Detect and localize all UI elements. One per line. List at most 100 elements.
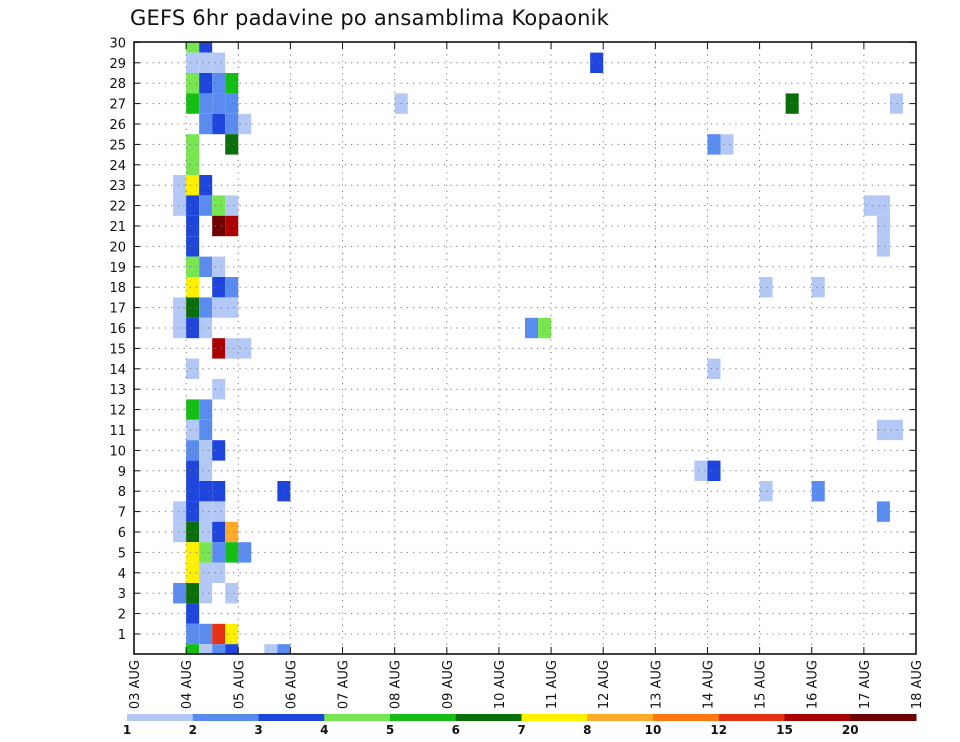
y-tick-label: 7: [118, 506, 126, 521]
y-tick-label: 6: [118, 526, 126, 541]
heatmap-cell: [212, 113, 226, 135]
heatmap-cell: [186, 236, 200, 257]
x-tick-label: 15 AUG: [754, 660, 769, 709]
heatmap-cell: [199, 562, 213, 583]
heatmap-cell: [199, 175, 213, 196]
y-tick-label: 20: [109, 240, 126, 255]
legend-label: 12: [710, 723, 727, 737]
legend-label: 10: [645, 723, 662, 737]
heatmap-cell: [889, 419, 903, 441]
y-tick-label: 1: [118, 628, 126, 643]
legend-swatch: [258, 714, 325, 721]
y-tick-label: 29: [109, 57, 126, 72]
legend-swatch: [390, 714, 457, 721]
heatmap-cell: [212, 338, 226, 359]
heatmap-cell: [186, 644, 200, 654]
heatmap-cell: [225, 277, 239, 298]
x-tick-label: 10 AUG: [493, 660, 508, 709]
y-tick-label: 18: [109, 281, 126, 296]
heatmap-cell: [186, 358, 200, 379]
heatmap-cell: [186, 481, 200, 502]
heatmap-cell: [199, 195, 213, 216]
legend-swatch: [784, 714, 851, 721]
heatmap-cell: [212, 521, 226, 543]
x-tick-label: 14 AUG: [701, 660, 716, 709]
heatmap-cell: [212, 481, 226, 502]
heatmap-cell: [186, 256, 200, 277]
heatmap-cell: [238, 113, 252, 135]
heatmap-cell: [186, 440, 200, 461]
heatmap-cell: [199, 73, 213, 94]
heatmap-cell: [186, 297, 200, 318]
heatmap-cell: [863, 195, 877, 216]
x-tick-label: 16 AUG: [806, 660, 821, 709]
y-tick-label: 24: [109, 159, 126, 174]
heatmap-cell: [264, 644, 278, 654]
x-tick-label: 11 AUG: [545, 660, 560, 709]
grid-lines: [134, 42, 916, 654]
legend-swatch: [521, 714, 588, 721]
heatmap-cells: [173, 42, 903, 654]
heatmap-cell: [186, 52, 200, 73]
y-tick-label: 15: [109, 342, 126, 357]
heatmap-cell: [186, 73, 200, 94]
heatmap-cell: [186, 419, 200, 441]
legend-swatch: [127, 714, 194, 721]
y-tick-label: 28: [109, 77, 126, 92]
chart-title: GEFS 6hr padavine po ansamblima Kopaonik: [130, 6, 610, 30]
legend-label: 4: [320, 723, 328, 737]
heatmap-cell: [212, 93, 226, 114]
heatmap-cell: [225, 93, 239, 114]
heatmap-cell: [225, 521, 239, 543]
heatmap-cell: [186, 542, 200, 563]
heatmap-cell: [173, 297, 187, 318]
heatmap-cell: [225, 297, 239, 318]
heatmap-cell: [225, 73, 239, 94]
heatmap-cell: [811, 481, 825, 502]
heatmap-cell: [225, 195, 239, 216]
x-tick-label: 17 AUG: [858, 660, 873, 709]
heatmap-cell: [199, 542, 213, 563]
heatmap-cell: [199, 460, 213, 481]
heatmap-cell: [238, 338, 252, 359]
heatmap-cell: [199, 317, 213, 339]
heatmap-cell: [199, 583, 213, 604]
heatmap-cell: [186, 562, 200, 583]
heatmap-cell: [225, 134, 239, 155]
heatmap-cell: [199, 93, 213, 114]
y-tick-label: 9: [118, 465, 126, 480]
x-tick-label: 13 AUG: [649, 660, 664, 709]
legend-label: 6: [452, 723, 460, 737]
heatmap-cell: [538, 317, 552, 339]
heatmap-cell: [186, 460, 200, 481]
y-tick-label: 2: [118, 608, 126, 623]
heatmap-cell: [212, 379, 226, 400]
heatmap-cell: [212, 256, 226, 277]
y-tick-label: 11: [109, 424, 126, 439]
legend-swatch: [455, 714, 522, 721]
heatmap-cell: [811, 277, 825, 298]
heatmap-cell: [759, 481, 773, 502]
heatmap-cell: [199, 256, 213, 277]
x-tick-label: 08 AUG: [389, 660, 404, 709]
heatmap-cell: [186, 603, 200, 624]
y-axis-ticks: 1234567891011121314151617181920212223242…: [109, 36, 916, 643]
heatmap-cell: [876, 215, 890, 237]
heatmap-cell: [212, 297, 226, 318]
heatmap-cell: [199, 481, 213, 502]
x-tick-label: 12 AUG: [597, 660, 612, 709]
heatmap-cell: [173, 521, 187, 543]
heatmap-cell: [225, 113, 239, 135]
legend-label: 2: [189, 723, 197, 737]
x-tick-label: 07 AUG: [337, 660, 352, 709]
heatmap-cell: [225, 338, 239, 359]
heatmap-cell: [186, 583, 200, 604]
heatmap-cell: [186, 317, 200, 339]
y-tick-label: 14: [109, 363, 126, 378]
heatmap-cell: [186, 93, 200, 114]
heatmap-cell: [186, 501, 200, 522]
heatmap-cell: [173, 175, 187, 196]
heatmap-cell: [707, 358, 721, 379]
heatmap-cell: [876, 195, 890, 216]
